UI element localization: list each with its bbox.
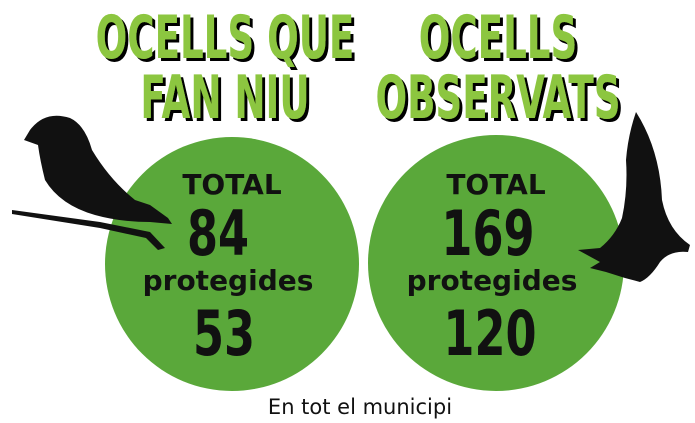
- total-label: TOTAL: [446, 168, 545, 201]
- footer: En tot el municipi: [268, 395, 452, 419]
- protected-value: 120: [443, 298, 536, 370]
- protected-label: protegides: [407, 264, 578, 297]
- title-line: OBSERVATS: [375, 63, 620, 133]
- protected-label: protegides: [143, 264, 314, 297]
- total-value: 169: [441, 198, 534, 270]
- total-value: 84: [187, 198, 249, 270]
- title-line: FAN NIU: [140, 63, 309, 133]
- infographic: OCELLS QUE FAN NIU OCELLS OBSERVATS TOTA…: [0, 0, 695, 423]
- total-label: TOTAL: [182, 168, 281, 201]
- titles: OCELLS QUE FAN NIU OCELLS OBSERVATS: [96, 3, 621, 133]
- protected-value: 53: [193, 298, 255, 370]
